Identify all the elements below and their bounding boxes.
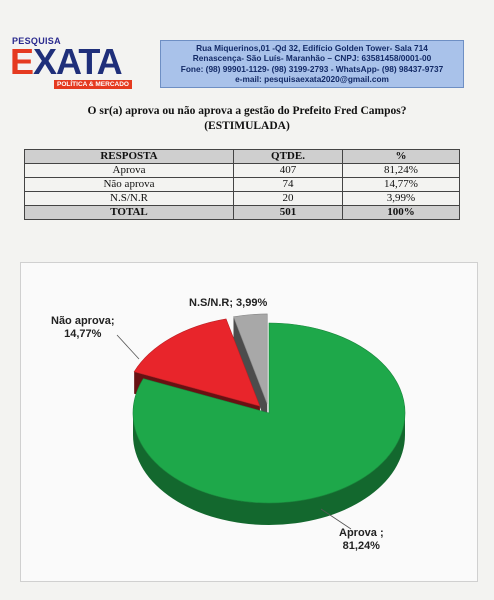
data-label-aprova: Aprova ; 81,24% — [339, 527, 384, 553]
pie-slice-side-nsnr — [233, 316, 268, 426]
address-line: e-mail: pesquisaexata2020@gmail.com — [235, 74, 389, 85]
header-qtde: QTDE. — [233, 149, 343, 164]
survey-question: O sr(a) aprova ou não aprova a gestão do… — [20, 104, 474, 134]
header-resposta: RESPOSTA — [24, 149, 234, 164]
data-label-nao-aprova-value: 14,77% — [64, 328, 102, 340]
table-row: Não aprova 74 14,77% — [24, 177, 460, 192]
logo-tagline: POLÍTICA & MERCADO — [54, 80, 132, 89]
cell-percent: 14,77% — [342, 177, 460, 192]
cell-resposta: Aprova — [24, 163, 234, 178]
leader-line-aprova — [320, 508, 352, 530]
cell-percent: 3,99% — [342, 191, 460, 206]
data-label-aprova-value: 81,24% — [342, 540, 380, 552]
pie-slice-aprova — [132, 322, 406, 504]
leader-line-nao-aprova — [116, 334, 140, 360]
cell-resposta: N.S/N.R — [24, 191, 234, 206]
data-label-aprova-name: Aprova ; — [339, 527, 384, 539]
logo-top-text: PESQUISA — [12, 36, 61, 46]
data-label-nao-aprova-name: Não aprova; — [51, 315, 115, 327]
data-label-nsnr: N.S/N.R; 3,99% — [189, 297, 267, 310]
results-table: RESPOSTA QTDE. % Aprova 407 81,24% Não a… — [24, 149, 460, 220]
address-line: Fone: (98) 99901-1129- (98) 3199-2793 - … — [180, 63, 444, 74]
address-box: Rua Miquerinos,01 -Qd 32, Edifício Golde… — [160, 40, 464, 88]
address-line: Renascença- São Luís- Maranhão – CNPJ: 6… — [192, 53, 432, 64]
cell-percent: 81,24% — [342, 163, 460, 178]
total-percent: 100% — [342, 205, 460, 220]
data-label-nsnr-text: N.S/N.R; 3,99% — [189, 297, 268, 309]
logo-name: EXATA — [10, 41, 123, 82]
cell-qtde: 407 — [233, 163, 343, 178]
cell-qtde: 20 — [233, 191, 343, 206]
table-row: N.S/N.R 20 3,99% — [24, 191, 460, 206]
company-logo: PESQUISA EXATA POLÍTICA & MERCADO — [10, 36, 150, 89]
question-text: O sr(a) aprova ou não aprova a gestão do… — [87, 105, 407, 117]
total-label: TOTAL — [24, 205, 234, 220]
address-line: Rua Miquerinos,01 -Qd 32, Edifício Golde… — [196, 43, 428, 53]
pie-chart-panel: N.S/N.R; 3,99% Não aprova; 14,77% Aprova… — [20, 262, 478, 582]
question-type: (ESTIMULADA) — [204, 120, 290, 132]
table-total-row: TOTAL 501 100% — [24, 205, 460, 220]
cell-qtde: 74 — [233, 177, 343, 192]
table-header-row: RESPOSTA QTDE. % — [24, 149, 460, 164]
total-qtde: 501 — [233, 205, 343, 220]
data-label-nao-aprova: Não aprova; 14,77% — [51, 315, 115, 341]
pie-slice-nsnr — [233, 313, 268, 405]
header-percent: % — [342, 149, 460, 164]
cell-resposta: Não aprova — [24, 177, 234, 192]
pie-chart — [116, 313, 406, 530]
pie-slice-nao-aprova — [133, 318, 261, 407]
table-row: Aprova 407 81,24% — [24, 163, 460, 178]
